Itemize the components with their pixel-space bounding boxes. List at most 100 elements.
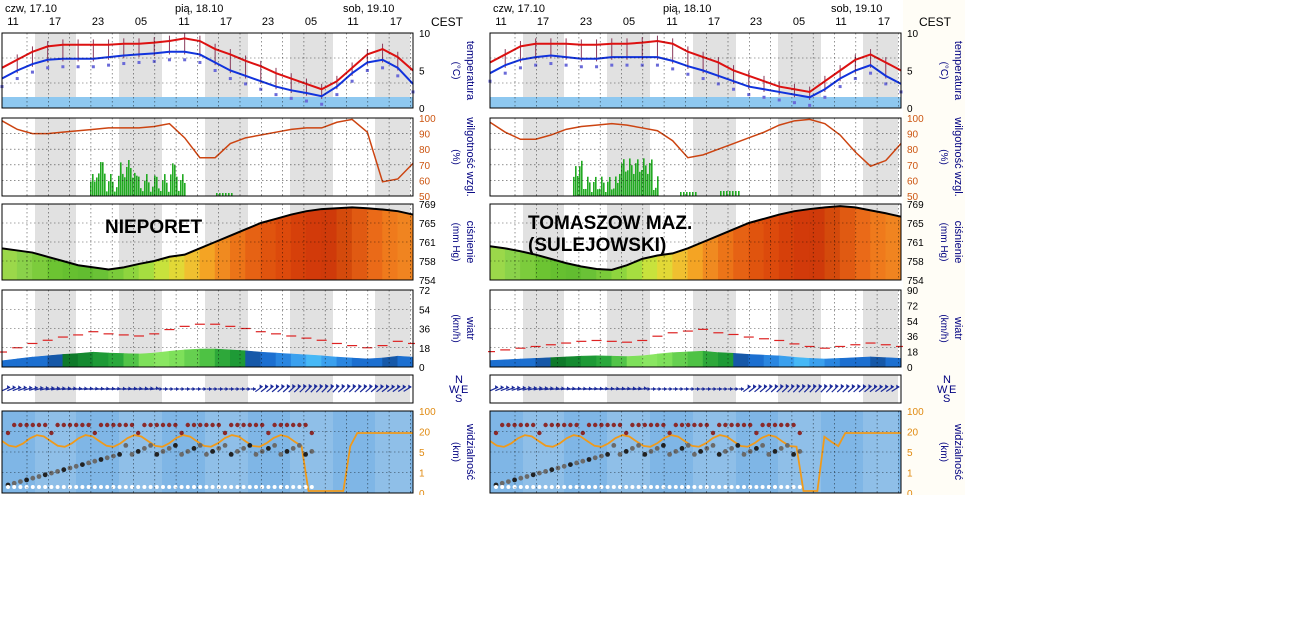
cloud-high-dot	[253, 422, 259, 428]
cloud-low-dot	[204, 452, 209, 457]
dew-point-mark	[335, 93, 339, 97]
cloud-low-dot	[630, 446, 635, 451]
wind-speed-segment	[290, 353, 307, 368]
hour-label: 05	[623, 16, 635, 28]
wind-arrow-head	[691, 387, 695, 391]
wind-arrow-head	[23, 385, 27, 390]
wind-arrow	[304, 385, 313, 393]
dew-point-mark	[61, 65, 65, 69]
cloud-high-dot	[537, 430, 542, 436]
pressure-fill-segment	[397, 210, 414, 281]
dew-point-mark	[792, 101, 796, 105]
wind-arrow-head	[780, 383, 784, 388]
cloud-low-dot	[104, 455, 110, 461]
wind-arrow	[875, 385, 883, 393]
wind-arrow	[770, 385, 779, 393]
cloud-high-dot	[191, 422, 197, 428]
axis-unit: (km/h)	[450, 314, 461, 342]
axis-title: (km/h)	[450, 314, 461, 342]
cloud-low-dot	[592, 455, 598, 461]
cloud-low-dot	[642, 452, 648, 457]
cloud-clear-dot	[123, 485, 128, 489]
dew-point-mark	[701, 77, 705, 81]
panel-direction-frame	[489, 374, 902, 404]
cloud-low-dot	[148, 443, 154, 448]
dew-point-mark	[365, 69, 369, 72]
night-shade	[290, 375, 333, 403]
wind-arrow-head	[192, 387, 196, 391]
panel-wind-frame	[1, 289, 414, 368]
cloud-high-dot	[80, 422, 85, 428]
precip-bar	[629, 158, 631, 196]
dew-point-mark	[76, 65, 80, 69]
precip-bar	[132, 177, 134, 196]
cloud-low-dot	[555, 465, 561, 471]
axis-title: (mm Hg)	[450, 223, 461, 262]
axis-title: (%)	[938, 149, 949, 165]
cloud-low-dot	[11, 480, 17, 486]
dew-point-mark	[350, 79, 354, 83]
precip-bar	[695, 192, 697, 196]
wind-arrow-head	[336, 383, 340, 388]
cloud-clear-dot	[6, 485, 10, 489]
precip-bar	[732, 191, 734, 196]
station-name: TOMASZOW MAZ.	[528, 213, 692, 234]
cloud-high-dot	[729, 422, 734, 428]
tick-label: 80	[419, 145, 431, 156]
cloud-low-dot	[512, 477, 517, 483]
precip-bar	[136, 175, 138, 196]
cloud-low-dot	[173, 443, 178, 448]
precip-bar	[144, 180, 146, 196]
wind-arrow-head	[802, 383, 806, 388]
tick-label: 765	[907, 219, 924, 230]
precip-bar	[583, 189, 585, 196]
cloud-clear-dot	[791, 485, 796, 489]
wind-arrow	[376, 385, 384, 393]
cloud-low-dot	[55, 469, 60, 474]
cloud-low-dot	[191, 446, 197, 451]
wind-arrow-head	[34, 385, 38, 390]
wind-arrow	[381, 385, 390, 393]
wind-arrow-head	[265, 384, 269, 389]
wind-arrow-head	[862, 384, 866, 389]
cloud-high-dot	[772, 422, 778, 428]
precip-bar	[116, 187, 118, 196]
cloud-high-dot	[636, 422, 641, 428]
precip-bar	[231, 193, 233, 196]
cloud-high-dot	[204, 422, 209, 428]
axis-name: temperatura	[952, 41, 964, 101]
tick-label: 60	[907, 176, 919, 187]
cloud-clear-dot	[18, 485, 23, 489]
cloud-clear-dot	[686, 485, 691, 489]
cloud-high-dot	[216, 422, 221, 428]
precip-bar	[158, 188, 160, 196]
hour-label: 17	[708, 16, 720, 28]
precip-bar	[142, 191, 144, 196]
axis-title: (%)	[450, 149, 461, 165]
dew-point-mark	[853, 77, 857, 81]
precip-bar	[98, 173, 100, 196]
cloud-clear-dot	[192, 485, 196, 489]
wind-speed-segment	[565, 355, 582, 368]
precip-bar	[228, 193, 230, 196]
cloud-clear-dot	[667, 485, 672, 489]
wind-arrow-head	[214, 387, 218, 391]
wind-arrow	[343, 385, 351, 393]
precip-bar	[118, 175, 120, 196]
wind-arrow	[348, 385, 357, 393]
precip-bar	[168, 191, 170, 196]
wind-arrow-head	[236, 387, 240, 391]
wind-arrow-head	[253, 387, 256, 391]
cloud-clear-dot	[254, 485, 258, 489]
panel-wind-frame	[489, 289, 902, 368]
precip-bar	[108, 181, 110, 196]
cloud-clear-dot	[711, 485, 715, 489]
night-shade	[863, 290, 898, 367]
pressure-fill-segment	[748, 218, 765, 281]
axis-title: widzialność	[464, 423, 476, 481]
dew-point-mark	[107, 63, 111, 67]
precip-bar	[627, 170, 629, 196]
wind-arrow-head	[402, 384, 406, 389]
dew-point-mark	[152, 59, 156, 63]
humidity-line	[489, 118, 902, 168]
